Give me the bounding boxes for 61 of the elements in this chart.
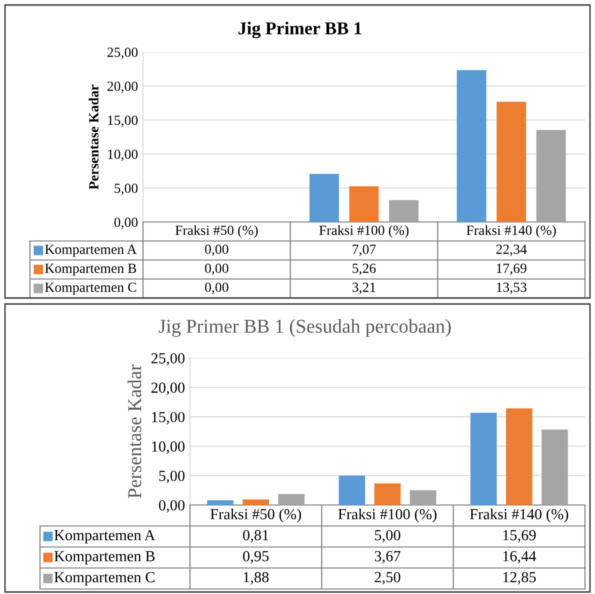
data-label: 13,53 [496, 282, 526, 294]
data-label: 0,00 [205, 244, 228, 256]
bar [349, 186, 379, 222]
legend-label: Kompartemen C [54, 572, 154, 586]
y-tick-label: 25,00 [108, 48, 138, 59]
bar [374, 483, 401, 505]
y-tick-label: 25,00 [151, 353, 185, 366]
data-label: 0,81 [243, 530, 268, 543]
y-tick-label: 15,00 [152, 412, 185, 424]
legend-label: Kompartemen A [45, 244, 137, 257]
data-label: 0,95 [243, 551, 269, 564]
y-tick-label: 5,00 [159, 470, 185, 484]
y-tick-label: 15,00 [108, 116, 138, 127]
data-label: 0,00 [205, 264, 228, 275]
legend-label: Kompartemen C [45, 282, 136, 295]
data-label: 0,00 [205, 282, 228, 294]
bar [470, 412, 497, 505]
bar [536, 130, 566, 222]
y-tick-label: 20,00 [151, 382, 185, 396]
legend-label: Kompartemen B [45, 264, 136, 276]
data-label: 12,85 [503, 572, 536, 585]
chart-title: Jig Primer BB 1 (Sesudah percobaan) [158, 319, 451, 337]
legend-label: Kompartemen A [54, 530, 156, 544]
x-tick-label: Fraksi #140 (%) [470, 508, 568, 522]
data-label: 5,26 [352, 264, 376, 275]
y-tick-label: 0,00 [114, 218, 138, 229]
bar [456, 70, 486, 222]
data-label: 1,88 [244, 572, 269, 585]
y-tick-label: 10,00 [108, 150, 138, 161]
x-tick-label: Fraksi #100 (%) [319, 225, 409, 238]
data-label: 15,69 [503, 530, 536, 543]
chart-title: Jig Primer BB 1 [238, 22, 362, 38]
y-tick-label: 10,00 [152, 441, 185, 454]
y-axis-title: Persentase Kadar [88, 84, 99, 190]
bar [410, 490, 436, 505]
y-tick-label: 0,00 [158, 500, 185, 513]
bar [242, 499, 269, 505]
y-tick-label: 5,00 [114, 184, 138, 195]
bar [542, 429, 568, 505]
bar [278, 494, 305, 505]
bar [389, 200, 419, 222]
y-axis-title: Persentase Kadar [128, 364, 142, 498]
bar [506, 408, 532, 505]
bar [309, 174, 339, 222]
y-tick-label: 20,00 [108, 82, 138, 93]
x-tick-label: Fraksi #50 (%) [210, 508, 301, 522]
data-label: 16,44 [503, 551, 536, 564]
bar [496, 102, 526, 222]
x-tick-label: Fraksi #140 (%) [466, 225, 556, 238]
data-label: 22,34 [496, 244, 527, 256]
legend-label: Kompartemen B [54, 551, 155, 564]
data-label: 7,07 [352, 244, 376, 256]
bar [338, 476, 366, 505]
data-label: 3,67 [374, 551, 400, 564]
data-label: 2,50 [374, 572, 400, 585]
data-label: 17,69 [496, 264, 526, 275]
x-tick-label: Fraksi #100 (%) [338, 508, 436, 522]
bar [207, 500, 234, 505]
x-tick-label: Fraksi #50 (%) [175, 225, 258, 238]
data-label: 3,21 [352, 282, 376, 294]
data-label: 5,00 [375, 530, 400, 543]
